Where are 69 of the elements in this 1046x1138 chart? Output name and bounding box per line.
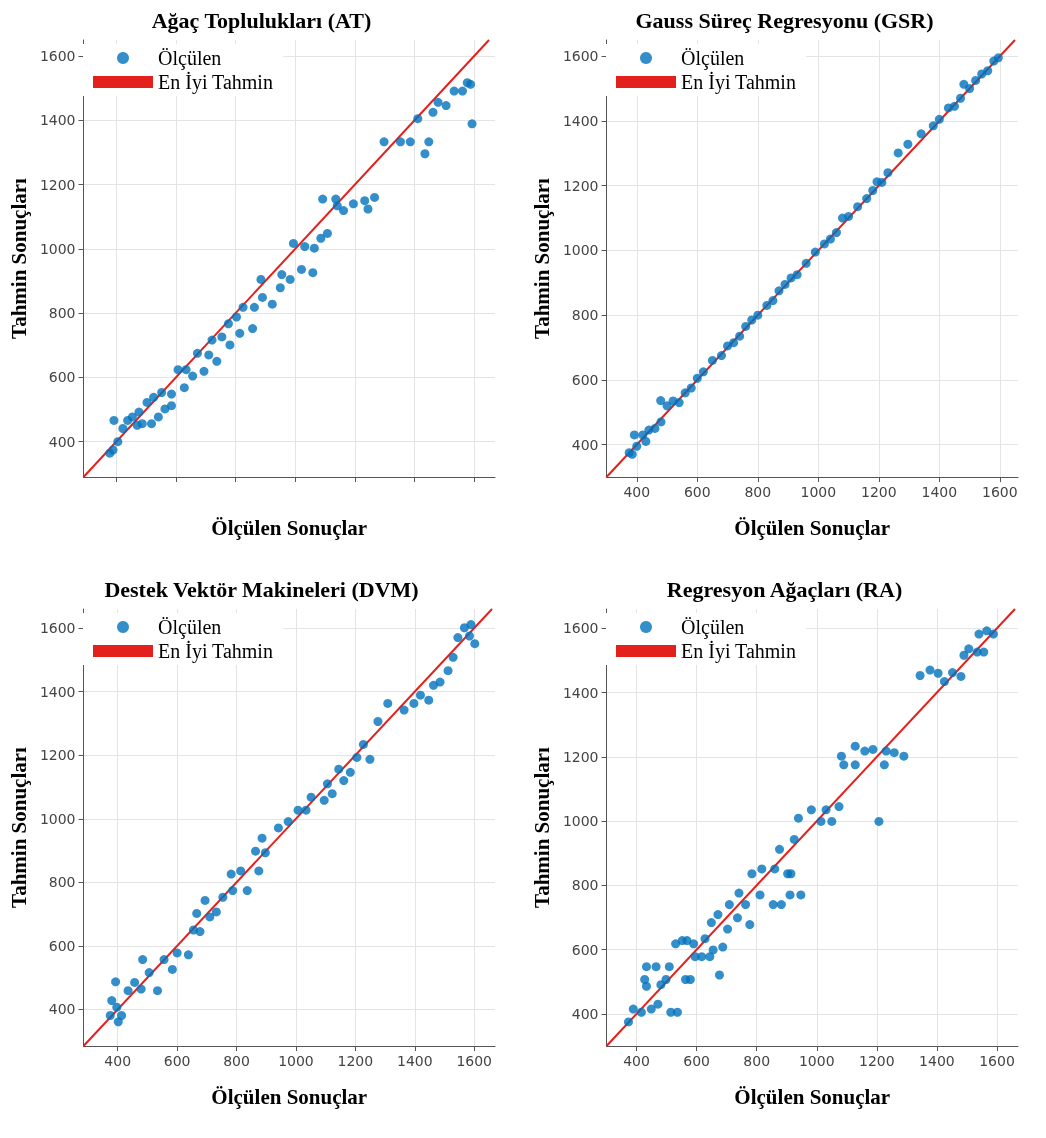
y-tick-label: 1000 — [562, 242, 599, 259]
legend-label: Ölçülen — [681, 47, 745, 70]
x-tick-label: 600 — [163, 1053, 191, 1069]
chart-title: Ağaç Toplulukları (AT) — [151, 7, 372, 33]
x-tick-label: 400 — [104, 1053, 132, 1069]
x-axis-title: Ölçülen Sonuçlar — [211, 515, 368, 540]
y-tick-label: 400 — [48, 433, 76, 450]
chart-title: Destek Vektör Makineleri (DVM) — [104, 576, 419, 602]
legend-label: En İyi Tahmin — [158, 71, 273, 94]
y-tick-label: 1000 — [39, 240, 76, 257]
x-tick-label: 600 — [683, 1053, 710, 1069]
legend-label: En İyi Tahmin — [158, 640, 273, 663]
y-tick-label: 1000 — [39, 810, 76, 827]
y-tick-label: 1600 — [562, 620, 599, 637]
y-axis-title: Tahmin Sonuçları — [6, 177, 31, 339]
y-tick-label: 1200 — [562, 177, 599, 194]
x-tick-label: 1600 — [456, 1053, 493, 1069]
x-tick-label: 800 — [223, 1053, 250, 1069]
x-tick-label: 1400 — [921, 484, 958, 500]
y-tick-label: 1600 — [39, 48, 76, 65]
x-tick-label: 800 — [744, 484, 772, 500]
y-tick-label: 600 — [571, 371, 599, 388]
x-tick-label: 1000 — [800, 484, 837, 500]
x-axis-title: Ölçülen Sonuçlar — [734, 515, 891, 540]
x-axis-title: Ölçülen Sonuçlar — [211, 1084, 368, 1109]
y-tick-label: 1600 — [562, 48, 599, 65]
y-tick-label: 400 — [48, 1001, 76, 1018]
chart-title: Regresyon Ağaçları (RA) — [666, 576, 903, 602]
y-tick-label: 1600 — [39, 620, 76, 637]
legend-label: Ölçülen — [158, 47, 222, 70]
y-axis-title: Tahmin Sonuçları — [6, 746, 31, 908]
x-tick-label: 400 — [623, 484, 651, 500]
x-tick-label: 1000 — [278, 1053, 314, 1069]
x-tick-label: 1000 — [798, 1053, 835, 1069]
legend-label: En İyi Tahmin — [681, 71, 796, 94]
y-tick-label: 1400 — [39, 112, 76, 129]
y-tick-label: 600 — [48, 937, 76, 954]
y-tick-label: 800 — [48, 305, 76, 322]
x-tick-label: 1600 — [979, 1053, 1015, 1069]
y-tick-label: 1400 — [562, 684, 599, 701]
x-tick-label: 800 — [743, 1053, 771, 1069]
x-tick-label: 1200 — [337, 1053, 374, 1069]
x-tick-label: 1400 — [396, 1053, 433, 1069]
y-tick-label: 1000 — [562, 813, 599, 830]
y-tick-label: 800 — [571, 877, 599, 894]
y-tick-label: 600 — [571, 941, 599, 958]
y-axis-title: Tahmin Sonuçları — [529, 177, 554, 339]
y-axis-title: Tahmin Sonuçları — [529, 746, 554, 908]
y-tick-label: 800 — [48, 874, 76, 891]
legend-label: En İyi Tahmin — [681, 640, 796, 663]
y-tick-label: 1400 — [562, 112, 599, 129]
y-tick-label: 400 — [571, 1005, 599, 1022]
y-tick-label: 1400 — [39, 683, 76, 700]
y-tick-label: 400 — [571, 436, 599, 453]
y-tick-label: 1200 — [39, 176, 76, 193]
y-tick-label: 1200 — [562, 748, 599, 765]
x-tick-label: 1200 — [859, 1053, 895, 1069]
legend-label: Ölçülen — [681, 616, 745, 639]
x-tick-label: 400 — [623, 1053, 650, 1069]
x-axis-title: Ölçülen Sonuçlar — [734, 1084, 891, 1109]
x-tick-label: 1200 — [861, 484, 897, 500]
chart-title: Gauss Süreç Regresyonu (GSR) — [635, 7, 934, 33]
y-tick-label: 600 — [48, 369, 76, 386]
x-tick-label: 1400 — [919, 1053, 955, 1069]
x-tick-label: 600 — [683, 484, 711, 500]
x-tick-label: 1600 — [982, 484, 1018, 500]
y-tick-label: 800 — [571, 307, 599, 324]
legend-label: Ölçülen — [158, 616, 222, 639]
y-tick-label: 1200 — [39, 747, 76, 764]
